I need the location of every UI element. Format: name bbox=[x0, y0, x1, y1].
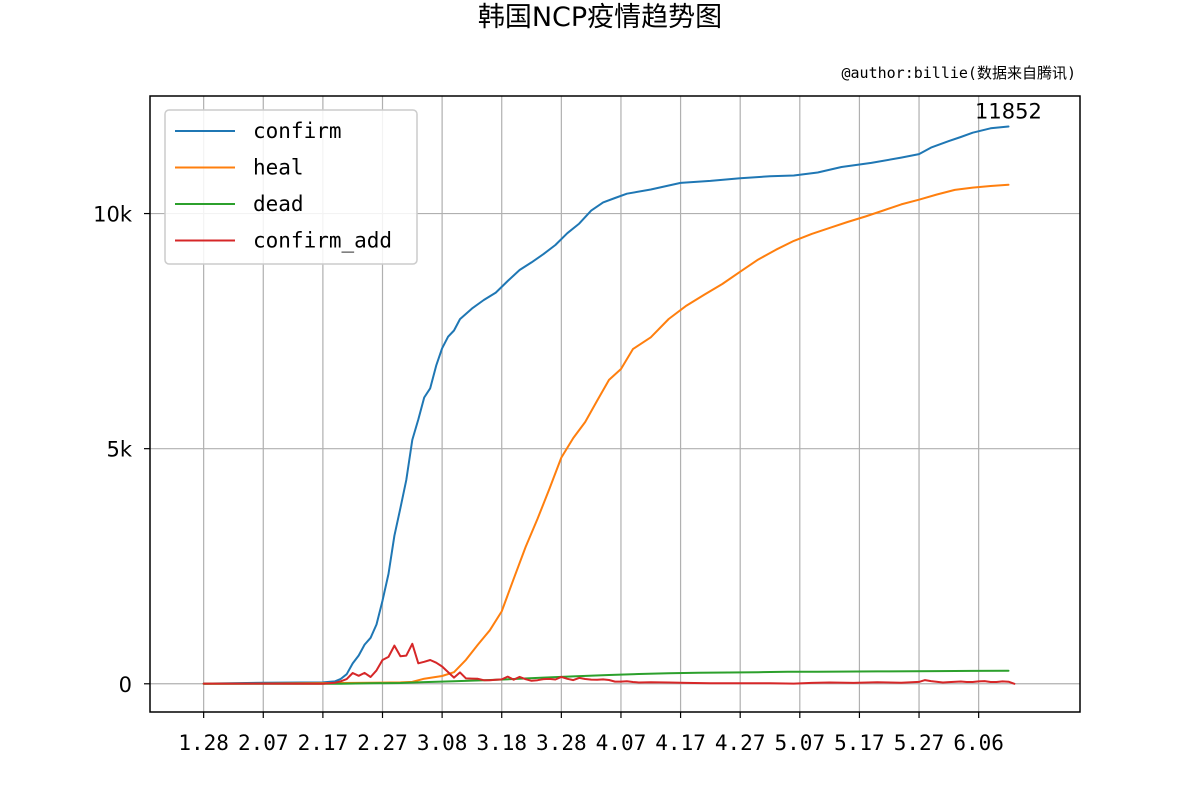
legend-label-heal: heal bbox=[253, 156, 304, 180]
legend: confirm heal dead confirm_add bbox=[164, 109, 418, 265]
x-tick-label: 2.27 bbox=[357, 731, 408, 755]
x-tick-label: 4.27 bbox=[715, 731, 766, 755]
x-tick-label: 2.17 bbox=[298, 731, 349, 755]
x-tick-label: 5.07 bbox=[775, 731, 826, 755]
x-tick-label: 3.08 bbox=[417, 731, 468, 755]
legend-items: confirm heal dead confirm_add bbox=[175, 119, 392, 253]
legend-box bbox=[164, 109, 418, 265]
y-tick-label: 5k bbox=[106, 438, 132, 462]
legend-label-confirm: confirm bbox=[253, 119, 342, 143]
x-tick-label: 3.28 bbox=[536, 731, 587, 755]
x-tick-label: 6.06 bbox=[953, 731, 1004, 755]
chart-title: 韩国NCP疫情趋势图 bbox=[478, 2, 722, 33]
max-annotation: 11852 bbox=[975, 99, 1042, 123]
x-tick-label: 4.07 bbox=[596, 731, 647, 755]
series-layer bbox=[202, 125, 1016, 685]
series-line-confirm-add bbox=[202, 642, 1016, 685]
x-tick-label: 4.17 bbox=[655, 731, 706, 755]
legend-label-confirm-add: confirm_add bbox=[253, 229, 392, 253]
y-axis: 0 5k 10k bbox=[93, 203, 150, 697]
x-tick-label: 1.28 bbox=[178, 731, 229, 755]
x-tick-label: 5.17 bbox=[834, 731, 885, 755]
series-line-dead bbox=[202, 669, 1010, 685]
x-axis: 1.28 2.07 2.17 2.27 3.08 3.18 3.28 4.07 4.17 4.27… bbox=[178, 712, 1004, 755]
y-tick-label: 10k bbox=[93, 203, 133, 227]
plot-area: 1.28 2.07 2.17 2.27 3.08 3.18 3.28 4.07 4.17 4.27… bbox=[93, 95, 1081, 755]
legend-label-dead: dead bbox=[253, 192, 304, 216]
chart-subtitle: @author:billie(数据来自腾讯) bbox=[842, 64, 1077, 82]
x-tick-label: 2.07 bbox=[238, 731, 289, 755]
plot-frame bbox=[149, 95, 1081, 713]
grid-layer bbox=[150, 96, 1080, 712]
x-tick-label: 3.18 bbox=[476, 731, 527, 755]
series-line-confirm bbox=[202, 125, 1010, 685]
y-tick-label: 0 bbox=[119, 673, 132, 697]
x-tick-label: 5.27 bbox=[894, 731, 945, 755]
series-line-heal bbox=[202, 183, 1010, 685]
